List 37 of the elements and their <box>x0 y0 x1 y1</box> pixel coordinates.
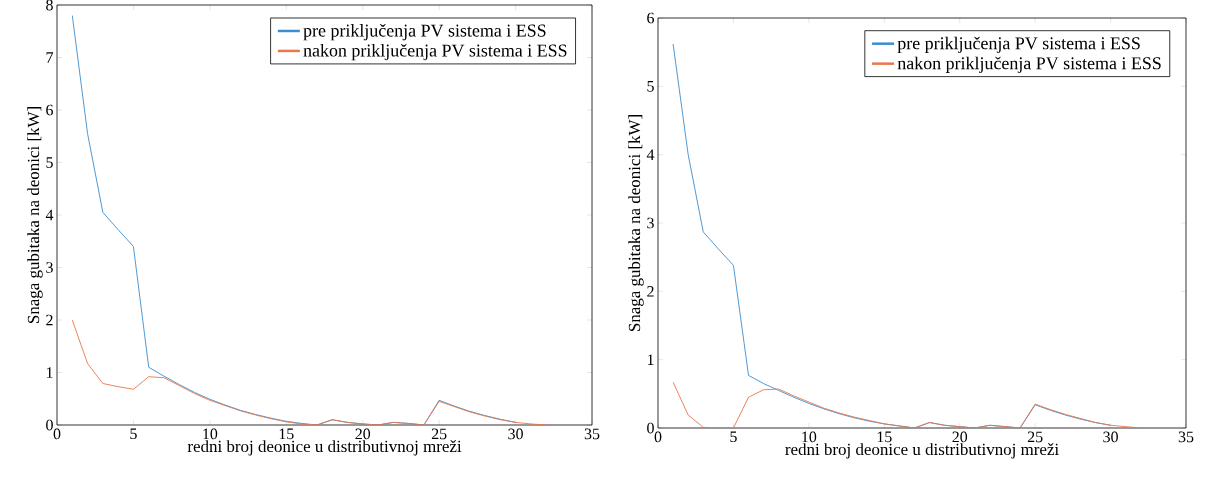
x-tick-label: 15 <box>877 431 892 443</box>
x-tick-label: 5 <box>730 431 737 443</box>
y-tick-label: 7 <box>46 52 54 63</box>
y-tick-label: 1 <box>46 367 53 378</box>
x-tick-label: 10 <box>802 431 817 443</box>
x-tick-label: 25 <box>431 428 447 440</box>
x-axis-title: redni broj deonice u distributivnoj mreži <box>187 440 462 456</box>
y-tick-label: 6 <box>46 104 54 116</box>
y-tick-label: 4 <box>646 149 655 160</box>
legend-label: pre priključenja PV sistema i ESS <box>897 36 1140 53</box>
y-tick-label: 2 <box>647 286 654 297</box>
x-tick-label: 35 <box>584 428 600 440</box>
y-tick-label: 5 <box>46 157 53 168</box>
x-tick-label: 20 <box>355 428 371 440</box>
x-tick-label: 35 <box>1178 431 1194 443</box>
y-tick-label: 3 <box>647 217 654 229</box>
x-tick-label: 5 <box>130 428 137 440</box>
x-tick-label: 20 <box>952 431 968 443</box>
y-tick-label: 0 <box>46 419 53 431</box>
x-tick-label: 10 <box>203 428 218 440</box>
y-tick-label: 6 <box>647 12 655 24</box>
legend-label: nakon priključenja PV sistema i ESS <box>897 56 1161 73</box>
y-tick-label: 4 <box>45 209 54 221</box>
y-tick-label: 5 <box>647 81 654 92</box>
y-axis-title: Snaga gubitaka na deonici [kW] <box>628 115 644 331</box>
y-tick-label: 3 <box>46 262 53 273</box>
y-axis-title: Snaga gubitaka na deonici [kW] <box>27 107 43 323</box>
y-tick-label: 1 <box>647 354 654 365</box>
x-axis-title: redni broj deonice u distributivnoj mreži <box>785 443 1059 459</box>
x-tick-label: 30 <box>508 428 523 440</box>
legend-label: pre priključenja PV sistema i ESS <box>303 23 546 41</box>
y-tick-label: 2 <box>46 314 53 326</box>
x-tick-label: 25 <box>1027 431 1043 443</box>
x-tick-label: 15 <box>279 428 294 440</box>
legend-label: nakon priključenja PV sistema i ESS <box>303 43 567 61</box>
x-tick-label: 30 <box>1103 431 1118 443</box>
y-tick-label: 8 <box>46 0 53 11</box>
